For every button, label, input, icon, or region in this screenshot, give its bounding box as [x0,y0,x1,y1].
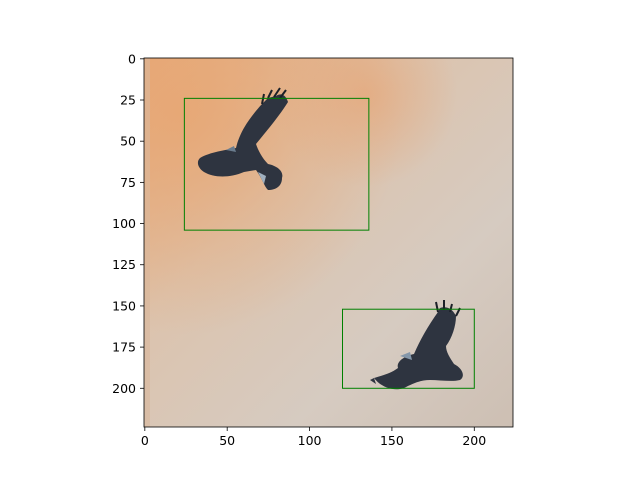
x-axis: 0 50 100 150 200 [141,427,486,448]
y-tick-label: 175 [112,340,136,355]
y-tick-label: 150 [112,298,136,313]
y-tick-label: 0 [128,51,136,66]
bird-icon [370,300,463,390]
y-axis: 0 25 50 75 100 125 150 175 200 [112,51,144,396]
y-tick-label: 200 [112,381,136,396]
x-tick-label: 150 [380,433,404,448]
x-tick-label: 200 [462,433,486,448]
bounding-box [183,97,370,231]
y-tick-label: 75 [120,175,136,190]
image-left-edge [144,58,150,427]
y-tick-label: 100 [112,216,136,231]
x-tick-label: 0 [141,433,149,448]
x-tick-label: 50 [219,433,235,448]
bounding-box [342,308,475,389]
bird-icon [197,87,288,190]
y-tick-label: 25 [120,93,136,108]
y-tick-label: 125 [112,257,136,272]
axes-frame [143,57,514,428]
bounding-boxes [183,97,475,389]
image-area [144,58,513,427]
y-tick-label: 50 [120,134,136,149]
x-tick-label: 100 [298,433,322,448]
